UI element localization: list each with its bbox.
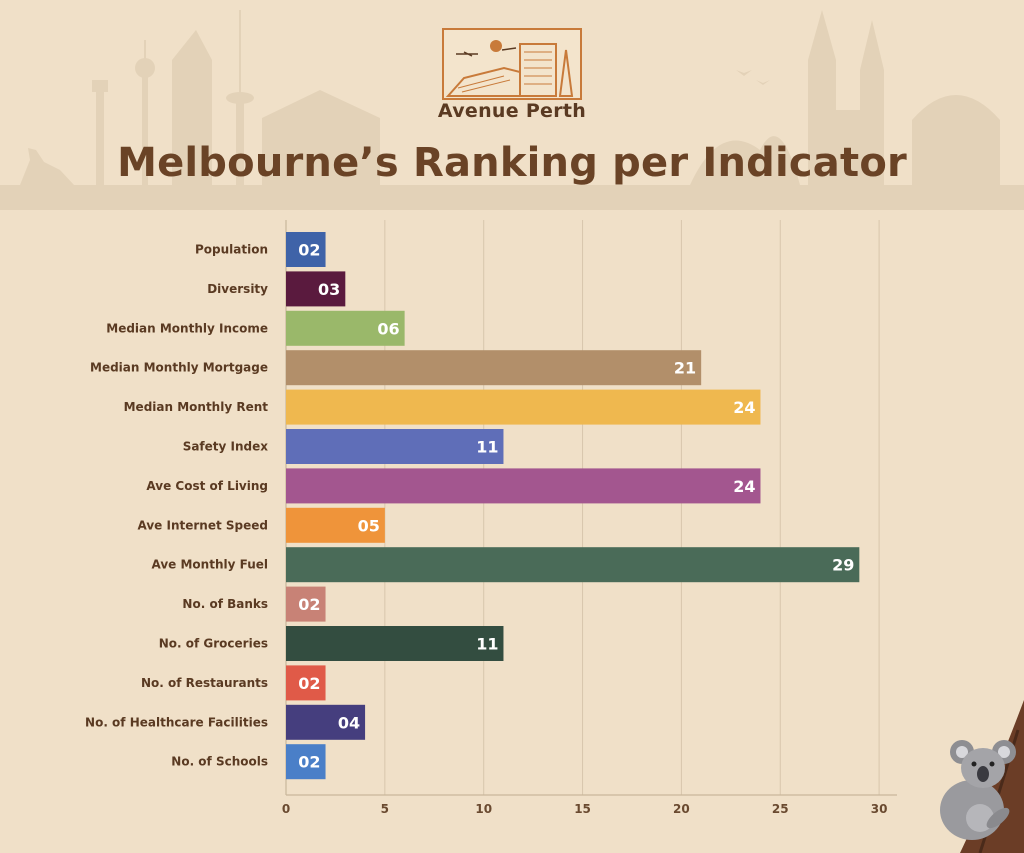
category-label: No. of Schools [171,755,268,769]
bar [286,507,385,543]
brand-logo [442,28,582,100]
bar [286,310,405,346]
category-labels: Population Diversity Median Monthly Income… [85,243,268,769]
bar [286,232,326,267]
category-label: Median Monthly Income [106,321,268,335]
bar-value-label: 24 [733,477,755,496]
x-tick-label: 10 [475,802,492,816]
category-label: Diversity [207,282,268,296]
category-label: Ave Cost of Living [146,479,268,493]
category-label: No. of Groceries [159,637,268,651]
bars: 02 03 06 21 24 11 24 05 29 02 11 02 04 02 [286,232,860,780]
category-label: No. of Restaurants [141,676,268,690]
city-skyline-background [0,10,1024,210]
bar-value-label: 04 [338,713,360,732]
bar-value-label: 11 [476,438,498,457]
x-tick-label: 30 [871,802,888,816]
x-tick-label: 5 [381,802,389,816]
category-label: Median Monthly Mortgage [90,361,268,375]
bar-value-label: 11 [476,635,498,654]
bar-value-label: 05 [358,516,380,535]
category-label: No. of Healthcare Facilities [85,715,268,729]
bar [286,744,326,780]
category-label: Ave Monthly Fuel [151,558,268,572]
bar-value-label: 03 [318,280,340,299]
bar [286,665,326,701]
x-tick-labels: 0 5 10 15 20 25 30 [282,802,888,816]
bar [286,271,346,307]
bar-value-label: 06 [377,319,399,338]
bar [286,429,504,464]
bar [286,389,761,425]
bar-value-label: 21 [674,359,696,378]
bar-value-label: 02 [298,753,320,772]
bar [286,704,366,740]
x-tick-label: 25 [772,802,789,816]
category-label: Safety Index [183,440,269,454]
category-label: Median Monthly Rent [124,400,269,414]
gridlines [285,220,897,796]
x-tick-label: 20 [673,802,690,816]
bar-value-label: 02 [298,595,320,614]
category-label: No. of Banks [182,597,268,611]
bar [286,626,504,661]
x-tick-label: 0 [282,802,290,816]
koala-illustration [940,700,1024,853]
brand-name: Avenue Perth [437,100,587,122]
category-label: Population [195,243,268,257]
bar-value-label: 24 [733,398,755,417]
bar [286,350,702,386]
bar-value-label: 29 [832,556,854,575]
bar [286,468,761,504]
category-label: Ave Internet Speed [138,518,269,532]
bar-value-label: 02 [298,241,320,260]
page-title: Melbourne’s Ranking per Indicator [117,140,907,186]
x-tick-label: 15 [574,802,591,816]
bar [286,586,326,622]
bar [286,547,860,583]
bar-value-label: 02 [298,674,320,693]
